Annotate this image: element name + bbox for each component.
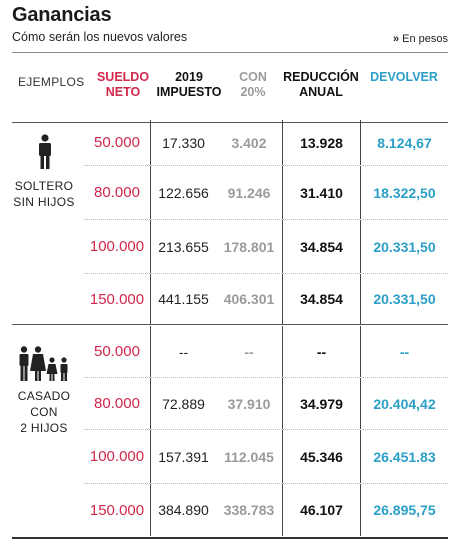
group-label-line2: CON <box>30 405 58 419</box>
table-row: 50.000 -- -- -- -- <box>84 326 448 378</box>
cell-con20: 178.801 <box>223 238 275 255</box>
cell-reduccion: 13.928 <box>282 120 360 165</box>
cell-reduccion: 45.346 <box>282 430 360 483</box>
cell-reduccion: 31.410 <box>282 166 360 219</box>
cell-sueldo: 80.000 <box>94 184 140 201</box>
table-row: 150.000 441.155 406.301 34.854 20.331,50 <box>84 274 448 324</box>
column-header-reduccion-line1: REDUCCIÓN <box>283 70 359 84</box>
table-row: 100.000 213.655 178.801 34.854 20.331,50 <box>84 220 448 274</box>
cell-impuesto: 213.655 <box>150 220 216 273</box>
unit-label: En pesos <box>402 33 448 45</box>
cell-con20: 91.246 <box>227 184 271 201</box>
column-header-reduccion: REDUCCIÓN ANUAL <box>282 70 360 100</box>
group-label-soltero: SOLTERO SIN HIJOS <box>8 178 80 210</box>
table-row: 80.000 122.656 91.246 31.410 18.322,50 <box>84 166 448 220</box>
cell-reduccion: 34.979 <box>282 378 360 429</box>
column-header-sueldo-line1: SUELDO <box>96 70 150 84</box>
column-header-sueldo-line2: NETO <box>105 85 141 99</box>
cell-devolver: 18.322,50 <box>360 166 448 219</box>
table-row: 100.000 157.391 112.045 45.346 26.451.83 <box>84 430 448 484</box>
header-divider <box>12 122 448 123</box>
cell-con20: 3.402 <box>231 134 267 151</box>
family-icon <box>18 346 72 387</box>
cell-devolver: -- <box>360 326 448 377</box>
group-label-line3: 2 HIJOS <box>20 421 68 435</box>
group-divider <box>12 324 448 325</box>
group-label-line1: SOLTERO <box>14 179 74 193</box>
cell-sueldo: 50.000 <box>94 343 140 360</box>
column-header-con20-line2: 20% <box>240 85 266 99</box>
cell-sueldo: 150.000 <box>89 501 145 519</box>
page-title: Ganancias <box>12 4 112 26</box>
column-header-sueldo: SUELDO NETO <box>86 70 160 100</box>
cell-sueldo: 100.000 <box>89 448 145 465</box>
group-label-line2: SIN HIJOS <box>13 195 75 209</box>
single-person-icon <box>36 134 54 175</box>
group-label-casado: CASADO CON 2 HIJOS <box>8 388 80 436</box>
cell-impuesto: 157.391 <box>150 430 216 483</box>
arrow-icon: » <box>393 33 400 45</box>
title-divider <box>12 52 448 53</box>
table-row: 150.000 384.890 338.783 46.107 26.895,75 <box>84 484 448 536</box>
cell-con20: 406.301 <box>223 291 275 307</box>
cell-con20: -- <box>244 343 254 360</box>
cell-con20: 112.045 <box>224 448 274 465</box>
column-header-examples: EJEMPLOS <box>18 75 85 89</box>
column-header-con20-line1: CON <box>239 70 267 84</box>
cell-impuesto: 17.330 <box>150 120 216 165</box>
group-label-line1: CASADO <box>17 389 71 403</box>
column-header-impuesto: 2019 IMPUESTO <box>152 70 226 100</box>
cell-impuesto: -- <box>150 326 216 377</box>
page-subtitle: Cómo serán los nuevos valores <box>12 30 188 44</box>
cell-reduccion: 46.107 <box>282 484 360 536</box>
cell-devolver: 26.451.83 <box>360 430 448 483</box>
cell-impuesto: 441.155 <box>150 274 216 324</box>
cell-devolver: 20.404,42 <box>360 378 448 429</box>
cell-devolver: 26.895,75 <box>360 484 448 536</box>
cell-sueldo: 80.000 <box>94 395 140 412</box>
column-header-impuesto-line1: 2019 <box>175 70 203 84</box>
cell-impuesto: 72.889 <box>150 378 216 429</box>
cell-sueldo: 100.000 <box>89 238 145 255</box>
cell-impuesto: 384.890 <box>150 484 216 536</box>
cell-sueldo: 150.000 <box>89 290 145 308</box>
column-header-devolver: DEVOLVER <box>370 70 438 84</box>
cell-sueldo: 50.000 <box>94 134 140 151</box>
cell-con20: 338.783 <box>223 502 275 518</box>
cell-reduccion: 34.854 <box>282 220 360 273</box>
bottom-divider <box>12 537 448 539</box>
cell-con20: 37.910 <box>227 395 271 412</box>
column-header-con20: CON 20% <box>218 70 288 100</box>
column-header-impuesto-line2: IMPUESTO <box>156 85 222 99</box>
unit-note: » En pesos <box>393 33 448 45</box>
cell-reduccion: 34.854 <box>282 274 360 324</box>
cell-reduccion: -- <box>282 326 360 377</box>
cell-devolver: 20.331,50 <box>360 220 448 273</box>
cell-impuesto: 122.656 <box>150 166 216 219</box>
table-row: 50.000 17.330 3.402 13.928 8.124,67 <box>84 120 448 166</box>
table-row: 80.000 72.889 37.910 34.979 20.404,42 <box>84 378 448 430</box>
cell-devolver: 20.331,50 <box>360 274 448 324</box>
column-header-reduccion-line2: ANUAL <box>299 85 343 99</box>
cell-devolver: 8.124,67 <box>360 120 448 165</box>
